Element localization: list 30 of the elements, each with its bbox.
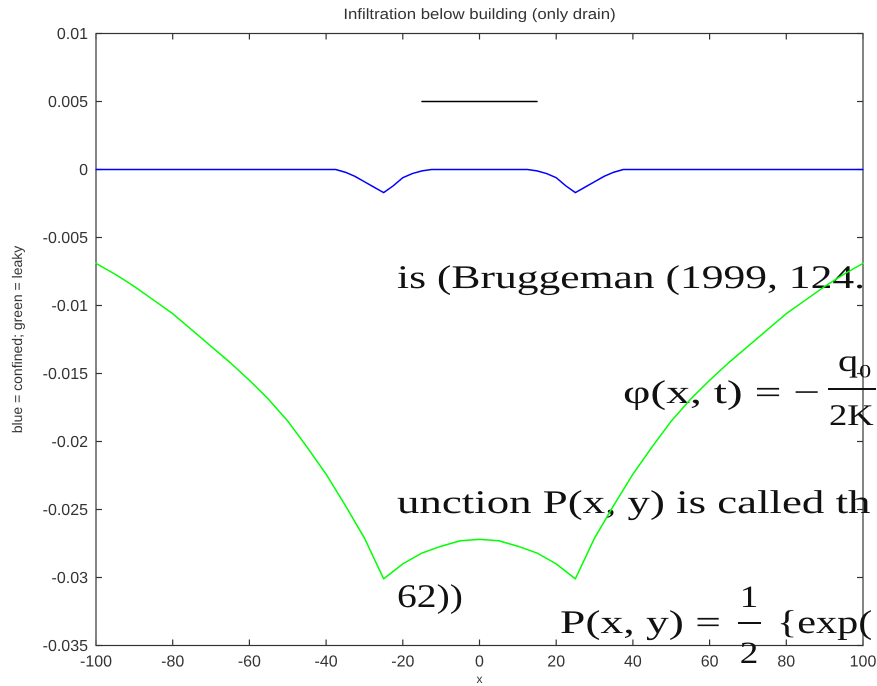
x-tick-label: -60 [238,654,262,670]
annotation: φ(x, t) = − [623,374,820,410]
y-tick-label: 0.005 [48,94,88,112]
y-axis-title: blue = confined; green = leaky [9,246,25,434]
y-tick-label: -0.005 [42,230,88,248]
x-tick-label: 60 [700,654,719,670]
x-tick-label: 80 [777,654,796,670]
annotation: P(x, y) = [560,604,721,640]
annotation: 2 [740,636,758,670]
x-tick-label: 100 [850,654,876,670]
y-tick-label: 0 [79,162,88,180]
x-tick-label: 0 [475,654,484,670]
x-tick-label: -40 [314,654,338,670]
x-tick-label: 40 [624,654,642,670]
x-tick-label: -20 [391,654,414,670]
x-tick-label: -80 [161,654,184,670]
y-tick-label: -0.025 [42,502,88,520]
x-tick-label: 20 [547,654,566,670]
annotation: 1 [740,580,758,614]
chart-title: Infiltration below building (only drain) [343,6,616,23]
y-tick-label: -0.03 [52,570,88,588]
line-series [95,168,864,194]
y-tick-label: -0.01 [52,298,88,316]
annotation: 62)) [397,578,463,614]
x-axis-title: x [476,672,482,686]
y-tick-label: 0.01 [56,26,88,44]
y-tick-label: -0.02 [52,434,88,452]
x-tick-label: -100 [80,654,112,670]
y-tick-label: -0.035 [42,638,88,656]
y-tick-label: -0.015 [42,366,88,384]
